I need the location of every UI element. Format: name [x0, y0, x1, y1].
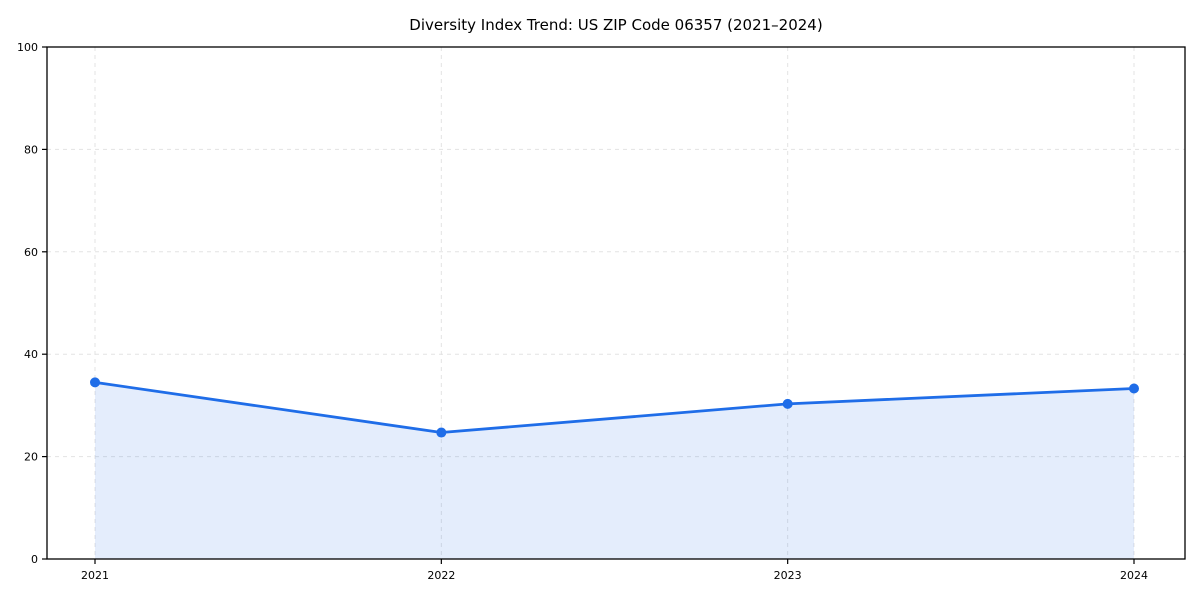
plot-area: 0 20 40 60 80 100 2021 2022 2023 2024 — [17, 41, 1186, 582]
y-tick-label: 40 — [24, 348, 38, 361]
x-tick-label: 2023 — [774, 569, 802, 582]
data-point — [90, 377, 100, 388]
y-tick-label: 100 — [17, 41, 38, 54]
data-point — [1129, 383, 1139, 394]
data-point — [436, 427, 447, 438]
area-fill — [95, 382, 1134, 559]
y-tick-label: 60 — [24, 246, 38, 259]
axes-frame — [46, 46, 1186, 560]
x-tick-label: 2024 — [1120, 569, 1148, 582]
y-tick-label: 20 — [24, 451, 38, 464]
x-tick-label: 2021 — [81, 569, 109, 582]
y-tick-label: 80 — [24, 143, 38, 156]
y-tick-label: 0 — [31, 553, 38, 566]
data-point — [782, 398, 793, 409]
x-tick-label: 2022 — [427, 569, 455, 582]
trend-line — [93, 380, 1136, 434]
chart-title: Diversity Index Trend: US ZIP Code 06357… — [409, 16, 822, 34]
